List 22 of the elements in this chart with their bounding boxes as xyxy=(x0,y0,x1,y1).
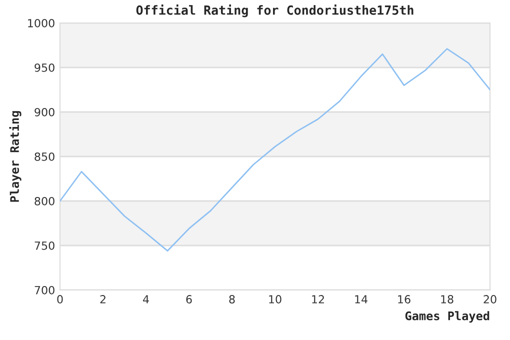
x-axis-title: Games Played xyxy=(405,311,490,323)
y-tick-label: 900 xyxy=(34,108,54,116)
chart-title: Official Rating for Condoriusthe175th xyxy=(136,4,414,18)
y-tick-label: 800 xyxy=(34,196,54,206)
y-axis-title: Player Rating xyxy=(9,111,22,202)
y-tick-label: 750 xyxy=(34,241,54,250)
x-tick-label: 4 xyxy=(143,295,149,304)
x-tick-label: 2 xyxy=(100,295,106,304)
x-tick-label: 10 xyxy=(269,295,282,304)
line-series xyxy=(60,48,490,252)
x-tick-label: 20 xyxy=(484,295,496,304)
y-tick-label: 950 xyxy=(34,63,54,72)
x-tick-label: 16 xyxy=(398,295,410,304)
x-tick-label: 18 xyxy=(441,295,454,304)
x-tick-label: 12 xyxy=(312,295,324,304)
x-tick-label: 6 xyxy=(186,295,192,304)
y-tick-label: 1000 xyxy=(28,18,54,28)
x-tick-label: 0 xyxy=(57,295,63,304)
y-tick-label: 700 xyxy=(34,286,54,294)
x-tick-label: 8 xyxy=(229,295,235,304)
x-tick-label: 14 xyxy=(355,295,368,304)
y-tick-label: 850 xyxy=(34,152,54,161)
